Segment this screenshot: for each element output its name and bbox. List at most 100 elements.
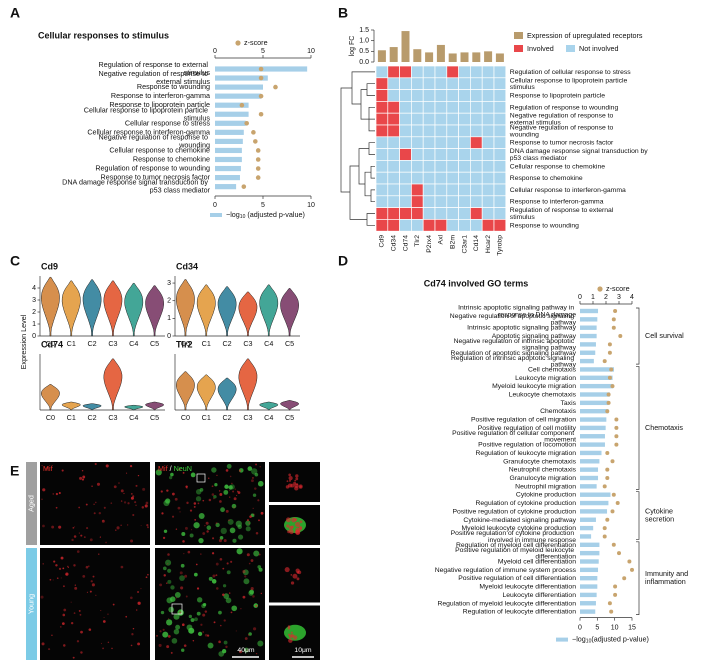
neun-cell: [249, 589, 255, 595]
y-axis-label: Expression Level: [19, 314, 28, 369]
mif-signal: [67, 565, 69, 568]
x-tick-label: C5: [285, 413, 294, 422]
heatmap-cell: [399, 148, 412, 161]
mif-signal: [86, 527, 89, 530]
neun-cell: [155, 469, 162, 476]
heatmap-cell: [375, 65, 389, 79]
micrograph: [155, 462, 265, 545]
heatmap-cell: [470, 195, 483, 208]
mif-signal: [232, 490, 235, 493]
mif-signal: [246, 553, 250, 557]
neun-cell: [171, 638, 178, 644]
heatmap-cell: [387, 219, 400, 232]
heatmap-cell: [387, 65, 400, 79]
mif-signal: [103, 506, 106, 509]
mif-signal: [91, 583, 95, 587]
mif-signal: [130, 539, 134, 543]
legend-marker: [566, 45, 575, 52]
neun-cell: [166, 619, 173, 626]
category-label: Response to lipoprotein particle: [109, 100, 210, 109]
bar: [580, 392, 610, 397]
neun-cell: [214, 483, 218, 487]
mif-signal: [167, 553, 170, 556]
heatmap-cell: [446, 148, 459, 161]
category-label: Regulation of leukocyte migration: [476, 450, 577, 457]
top-tick-label: 0: [578, 294, 582, 301]
mif-signal: [255, 652, 258, 655]
x-tick-label: 0: [213, 202, 217, 209]
mif-signal: [238, 469, 241, 472]
mif-signal: [248, 522, 250, 524]
heatmap-cell: [458, 219, 471, 232]
violin: [238, 291, 258, 337]
mif-signal: [71, 538, 74, 542]
mif-signal: [160, 490, 163, 493]
violin: [41, 276, 60, 337]
column-label: Cd14: [473, 235, 480, 251]
mif-signal: [101, 519, 105, 523]
mif-signal: [74, 584, 76, 586]
mif-signal: [193, 502, 197, 505]
mif-signal: [52, 579, 54, 581]
bar: [215, 147, 242, 154]
mif-signal: [142, 487, 146, 491]
heatmap-cell: [470, 207, 483, 220]
row-label: DNA damage response signal transduction …: [510, 148, 650, 162]
heatmap-cell: [422, 65, 436, 79]
neun-cell: [218, 610, 222, 615]
mif-signal: [80, 534, 83, 537]
bar: [215, 75, 268, 81]
violin: [196, 284, 216, 337]
mif-signal: [79, 476, 83, 480]
mif-signal: [286, 480, 289, 483]
neun-cell: [219, 536, 224, 540]
category-label: Granulocyte migration: [510, 475, 577, 482]
neun-cell: [235, 520, 242, 527]
heatmap-cell: [434, 136, 448, 149]
mif-signal: [49, 578, 52, 581]
legend-label: Not involved: [579, 44, 619, 53]
category-label: Positive regulation of locomotion: [478, 441, 576, 448]
group-label: Chemotaxis: [645, 423, 683, 432]
mif-signal: [93, 512, 96, 515]
mif-signal: [257, 499, 260, 502]
mif-signal: [41, 498, 43, 501]
neun-cell: [201, 603, 206, 609]
mif-signal: [120, 524, 122, 526]
neun-cell: [247, 466, 253, 471]
mif-signal: [89, 590, 92, 593]
mif-signal: [231, 482, 233, 485]
neun-cell: [213, 494, 217, 499]
row-label: Cellular response to lipoprotein particl…: [510, 77, 629, 91]
z-score-dot: [241, 184, 247, 189]
neun-cell: [208, 576, 213, 581]
mif-signal: [294, 521, 301, 527]
top-tick-label: 1: [591, 294, 595, 301]
neun-cell: [223, 489, 229, 495]
z-score-dot: [606, 400, 611, 405]
heatmap-cell: [470, 77, 483, 90]
bar: [580, 576, 598, 581]
mif-signal: [295, 474, 299, 478]
y-tick-label: 1: [167, 315, 171, 322]
mif-signal: [167, 563, 169, 565]
row-label: Regulation of response to external stimu…: [510, 207, 615, 221]
bar: [580, 409, 609, 414]
heatmap-cell: [493, 89, 507, 102]
category-label: Response to wounding: [137, 82, 210, 91]
mif-signal: [137, 601, 141, 605]
mif-signal: [166, 645, 170, 649]
mif-signal: [219, 557, 223, 561]
heatmap-cell: [493, 65, 507, 79]
neun-cell: [194, 617, 198, 622]
z-score-dot: [609, 609, 614, 614]
mif-signal: [236, 494, 238, 496]
legend-marker: [235, 40, 241, 46]
mif-signal: [295, 477, 299, 481]
mif-signal: [288, 638, 293, 643]
mif-signal: [228, 592, 231, 594]
neun-cell: [173, 628, 180, 635]
mif-signal: [63, 608, 67, 612]
mif-signal: [180, 586, 184, 590]
mif-signal: [62, 613, 66, 617]
